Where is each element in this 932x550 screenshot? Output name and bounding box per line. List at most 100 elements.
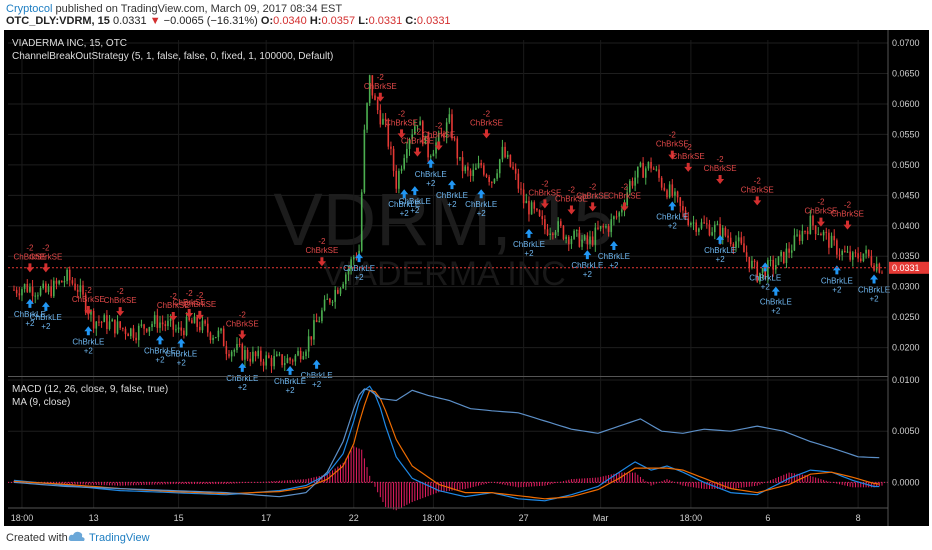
candle-body: [490, 181, 493, 183]
candle-body: [411, 134, 413, 140]
candle-body: [29, 286, 31, 292]
candle-body: [753, 260, 756, 263]
exit-label: ChBrkSE: [305, 246, 338, 255]
candle-body: [621, 209, 623, 213]
candle-body: [281, 354, 283, 366]
candle-body: [509, 154, 512, 167]
candle-body: [106, 315, 108, 329]
exit-label: ChBrkSE: [72, 295, 105, 304]
candle-body: [533, 202, 536, 209]
exit-qty: -2: [435, 122, 443, 131]
candle-body: [257, 350, 260, 357]
candle-body: [421, 121, 424, 145]
candle-body: [384, 118, 387, 121]
macd-line: [13, 385, 880, 502]
candle-body: [554, 232, 557, 236]
exit-arrow-icon: [169, 312, 178, 322]
exit-qty: -2: [318, 237, 326, 246]
chart-area[interactable]: VDRM, 15 VIADERMA INC ChBrkLE +2 ChBrkLE +2…: [4, 30, 929, 526]
candle-body: [246, 350, 249, 359]
open-value: 0.0340: [273, 15, 307, 27]
exit-arrow-icon: [540, 199, 549, 209]
candle-body: [58, 280, 60, 284]
candle-body: [26, 283, 29, 292]
entry-arrow-icon: [41, 301, 50, 311]
candle-body: [31, 286, 34, 297]
exit-qty: -2: [398, 109, 406, 118]
candle-body: [108, 321, 111, 329]
candle-body: [830, 235, 833, 248]
low-value: 0.0331: [368, 15, 403, 27]
candle-body: [493, 178, 496, 183]
entry-arrow-icon: [761, 262, 770, 272]
candle-body: [708, 224, 711, 236]
candle-body: [639, 162, 642, 167]
candle-body: [467, 166, 469, 171]
candle-body: [844, 250, 846, 252]
candle-body: [114, 319, 116, 334]
candle-body: [127, 333, 129, 337]
candle-body: [429, 156, 432, 158]
exit-qty: -2: [568, 185, 576, 194]
candle-body: [546, 229, 549, 235]
candle-body: [865, 249, 867, 254]
candle-body: [828, 232, 830, 248]
candle-body: [177, 327, 180, 330]
candle-body: [326, 298, 329, 300]
candle-body: [302, 356, 305, 360]
candle-body: [347, 269, 350, 275]
candle-body: [668, 184, 671, 198]
exit-arrow-icon: [567, 205, 576, 215]
candle-body: [135, 337, 137, 341]
exit-label: ChBrkSE: [656, 140, 689, 149]
author-link[interactable]: Cryptocol: [6, 3, 53, 15]
candle-body: [374, 95, 376, 101]
candle-body: [833, 235, 836, 241]
last-price-tag: [889, 261, 929, 274]
candle-body: [706, 223, 708, 225]
entry-arrow-icon: [771, 286, 780, 296]
y-tick-label: 0.0500: [892, 160, 920, 170]
candle-body: [485, 174, 488, 177]
candle-body: [379, 110, 382, 125]
candle-body: [501, 146, 504, 160]
candle-body: [517, 173, 520, 189]
symbol-label: OTC_DLY:VDRM, 15: [6, 15, 110, 27]
candle-body: [437, 132, 440, 143]
x-tick-label: 22: [349, 513, 359, 523]
candle-body: [79, 285, 82, 292]
chart-svg[interactable]: VDRM, 15 VIADERMA INC ChBrkLE+2ChBrkLE+2…: [4, 30, 929, 526]
candle-body: [395, 170, 398, 189]
entry-arrow-icon: [286, 365, 295, 375]
candle-body: [398, 170, 400, 189]
candle-body: [788, 248, 790, 253]
candle-body: [692, 222, 695, 224]
x-tick-label: 27: [519, 513, 529, 523]
candle-body: [878, 263, 881, 273]
candle-body: [265, 355, 267, 366]
tradingview-brand[interactable]: TradingView: [89, 532, 150, 544]
candle-body: [124, 328, 127, 334]
candle-body: [71, 280, 74, 284]
candle-body: [82, 285, 84, 295]
created-with: Created with: [6, 532, 68, 544]
candle-body: [238, 344, 241, 346]
candle-body: [652, 168, 655, 170]
candle-body: [275, 354, 278, 357]
candle-body: [15, 289, 18, 294]
candle-body: [204, 320, 206, 324]
candle-body: [796, 234, 798, 236]
candles: [13, 74, 883, 373]
candle-body: [626, 192, 628, 206]
entry-qty: +2: [771, 307, 781, 316]
candle-body: [424, 135, 427, 145]
candle-body: [854, 252, 857, 254]
candle-body: [339, 288, 342, 294]
exit-qty: -2: [186, 289, 194, 298]
candle-body: [663, 187, 666, 191]
candle-body: [111, 319, 114, 322]
x-tick-label: 6: [765, 513, 770, 523]
exit-label: ChBrkSE: [13, 252, 46, 261]
candle-body: [305, 351, 307, 357]
candle-body: [772, 259, 774, 270]
